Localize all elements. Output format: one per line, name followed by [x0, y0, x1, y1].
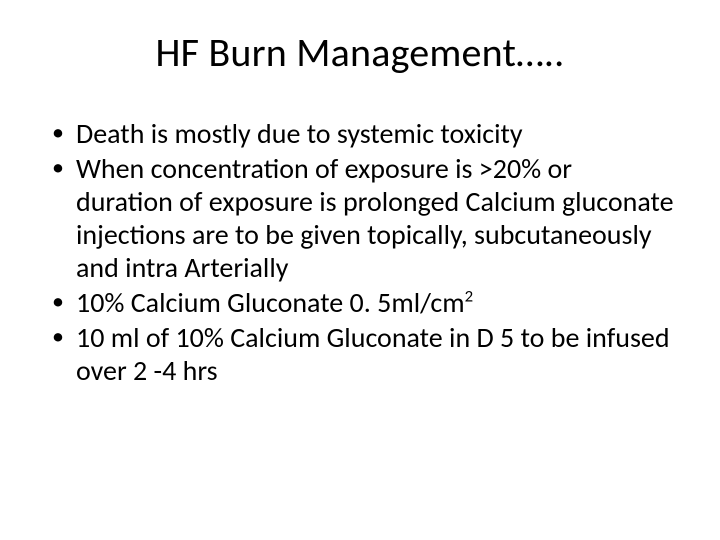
bullet-text: 10% Calcium Gluconate 0. 5ml/cm2 [76, 285, 473, 320]
slide-title: HF Burn Management….. [46, 28, 674, 77]
bullet-list: Death is mostly due to systemic toxicity… [46, 117, 674, 387]
bullet-text: 10 ml of 10% Calcium Gluconate in D 5 to… [76, 320, 670, 388]
bullet-text: Death is mostly due to systemic toxicity [76, 116, 523, 151]
list-item: When concentration of exposure is >20% o… [46, 152, 674, 284]
list-item: Death is mostly due to systemic toxicity [46, 117, 674, 150]
bullet-text: When concentration of exposure is >20% o… [76, 151, 674, 285]
slide-container: HF Burn Management….. Death is mostly du… [0, 0, 720, 540]
list-item: 10 ml of 10% Calcium Gluconate in D 5 to… [46, 321, 674, 387]
list-item: 10% Calcium Gluconate 0. 5ml/cm2 [46, 286, 674, 319]
